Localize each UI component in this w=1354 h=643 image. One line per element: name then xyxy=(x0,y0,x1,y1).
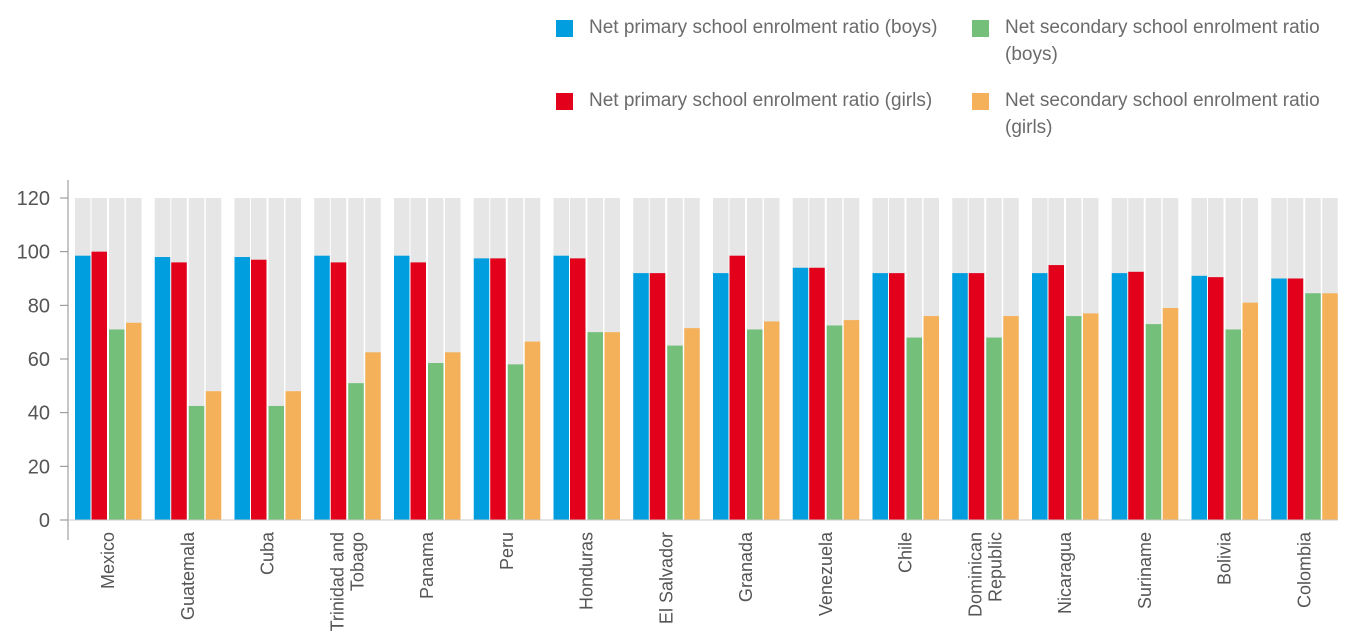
x-tick-label-peru: Peru xyxy=(497,532,517,570)
x-tick-label-venezuela: Venezuela xyxy=(816,531,836,616)
bar-granada-series-4 xyxy=(764,321,780,520)
bar-trinidad-and-tobago-series-1 xyxy=(314,255,330,521)
x-tick-label-colombia: Colombia xyxy=(1294,531,1314,608)
bar-guatemala-series-1 xyxy=(154,257,171,520)
y-tick-label-60: 60 xyxy=(28,349,50,371)
bar-colombia-series-2 xyxy=(1287,278,1304,520)
bar-chile-series-2 xyxy=(889,273,905,520)
legend-label-primary-boys: Net primary school enrolment ratio (boys… xyxy=(589,17,938,38)
bar-bolivia-series-4 xyxy=(1242,302,1258,520)
legend-label-secondary-boys: Net secondary school enrolment ratio (bo… xyxy=(1005,17,1320,65)
bar-el-salvador-series-3 xyxy=(667,345,683,520)
bar-guatemala-series-4 xyxy=(205,391,222,520)
bar-panama-series-4 xyxy=(445,352,461,520)
x-tick-label-honduras: Honduras xyxy=(577,532,597,610)
bar-nicaragua-series-2 xyxy=(1048,265,1064,520)
bar-el-salvador-series-1 xyxy=(633,273,649,520)
x-tick-label-trinidad-and-tobago: Trinidad andTobago xyxy=(327,532,367,631)
bar-suriname-series-3 xyxy=(1145,324,1162,520)
legend-swatch-secondary-boys xyxy=(972,20,989,37)
bar-dominican-republic-series-1 xyxy=(952,273,968,520)
bar-mexico-series-3 xyxy=(109,329,125,520)
bar-bolivia-series-3 xyxy=(1225,329,1241,520)
bar-trinidad-and-tobago-series-2 xyxy=(330,262,347,520)
legend-swatch-secondary-girls xyxy=(972,93,989,110)
bar-dominican-republic-series-2 xyxy=(968,273,985,520)
y-tick-label-40: 40 xyxy=(28,403,50,425)
x-tick-label-granada: Granada xyxy=(736,531,756,602)
bar-nicaragua-series-1 xyxy=(1032,273,1048,520)
bar-honduras-series-4 xyxy=(604,332,620,520)
bar-bolivia-series-2 xyxy=(1208,277,1224,520)
bar-panama-series-1 xyxy=(394,255,410,521)
bar-trinidad-and-tobago-series-3 xyxy=(348,383,364,520)
bar-venezuela-series-1 xyxy=(792,267,809,520)
legend-swatch-primary-girls xyxy=(556,93,573,110)
bar-el-salvador-series-4 xyxy=(684,328,700,520)
bar-colombia-series-1 xyxy=(1271,278,1287,520)
bar-granada-series-2 xyxy=(729,255,745,521)
y-tick-label-0: 0 xyxy=(39,510,50,532)
bar-cuba-series-4 xyxy=(285,391,301,520)
bar-guatemala-series-2 xyxy=(171,262,187,520)
bar-venezuela-series-3 xyxy=(826,325,843,520)
bar-mexico-series-1 xyxy=(75,255,91,521)
bar-colombia-series-3 xyxy=(1305,293,1321,520)
bar-venezuela-series-2 xyxy=(809,267,825,520)
bar-chile-series-3 xyxy=(906,337,922,520)
legend-label-secondary-girls: Net secondary school enrolment ratio (gi… xyxy=(1005,90,1320,138)
bar-cuba-series-1 xyxy=(234,257,250,520)
bar-mexico-series-4 xyxy=(126,322,142,520)
bar-dominican-republic-series-4 xyxy=(1003,316,1019,520)
bar-peru-series-2 xyxy=(490,258,506,520)
bar-suriname-series-4 xyxy=(1162,308,1179,520)
bar-honduras-series-1 xyxy=(553,255,569,521)
bar-mexico-series-2 xyxy=(91,251,107,520)
x-tick-label-suriname: Suriname xyxy=(1135,532,1155,609)
bar-granada-series-3 xyxy=(747,329,763,520)
bar-trinidad-and-tobago-series-4 xyxy=(365,352,381,520)
bar-nicaragua-series-4 xyxy=(1083,313,1099,520)
x-tick-label-el-salvador: El Salvador xyxy=(656,532,676,624)
legend-label-primary-girls: Net primary school enrolment ratio (girl… xyxy=(589,90,933,111)
bar-panama-series-3 xyxy=(428,363,444,520)
bar-honduras-series-3 xyxy=(587,332,603,520)
x-tick-label-cuba: Cuba xyxy=(258,531,278,575)
bar-honduras-series-2 xyxy=(570,258,586,520)
x-tick-label-dominican-republic: DominicanRepublic xyxy=(965,532,1005,617)
bar-cuba-series-3 xyxy=(268,405,284,520)
bar-peru-series-3 xyxy=(507,364,524,520)
x-tick-label-nicaragua: Nicaragua xyxy=(1055,531,1075,614)
bar-bolivia-series-1 xyxy=(1191,275,1207,520)
bar-suriname-series-2 xyxy=(1128,271,1144,520)
x-tick-label-chile: Chile xyxy=(896,532,916,573)
bar-colombia-series-4 xyxy=(1322,293,1338,520)
bar-el-salvador-series-2 xyxy=(649,273,666,520)
legend-swatch-primary-boys xyxy=(556,20,573,37)
y-tick-label-20: 20 xyxy=(28,456,50,478)
bar-cuba-series-2 xyxy=(251,259,267,520)
bar-chile-series-4 xyxy=(923,316,939,520)
legend: Net primary school enrolment ratio (boys… xyxy=(556,14,1354,154)
x-tick-label-panama: Panama xyxy=(417,531,437,599)
bar-peru-series-1 xyxy=(473,258,490,520)
x-tick-label-guatemala: Guatemala xyxy=(178,531,198,620)
bar-venezuela-series-4 xyxy=(843,320,860,520)
y-tick-label-120: 120 xyxy=(17,188,50,210)
bar-dominican-republic-series-3 xyxy=(986,337,1002,520)
bar-peru-series-4 xyxy=(524,341,541,520)
y-tick-label-100: 100 xyxy=(17,242,50,264)
x-tick-label-bolivia: Bolivia xyxy=(1215,531,1235,585)
bar-suriname-series-1 xyxy=(1111,273,1128,520)
y-tick-label-80: 80 xyxy=(28,295,50,317)
bar-guatemala-series-3 xyxy=(188,405,205,520)
x-tick-label-mexico: Mexico xyxy=(98,532,118,589)
bar-granada-series-1 xyxy=(713,273,729,520)
bar-nicaragua-series-3 xyxy=(1066,316,1082,520)
bar-panama-series-2 xyxy=(410,262,426,520)
bar-chile-series-1 xyxy=(872,273,888,520)
